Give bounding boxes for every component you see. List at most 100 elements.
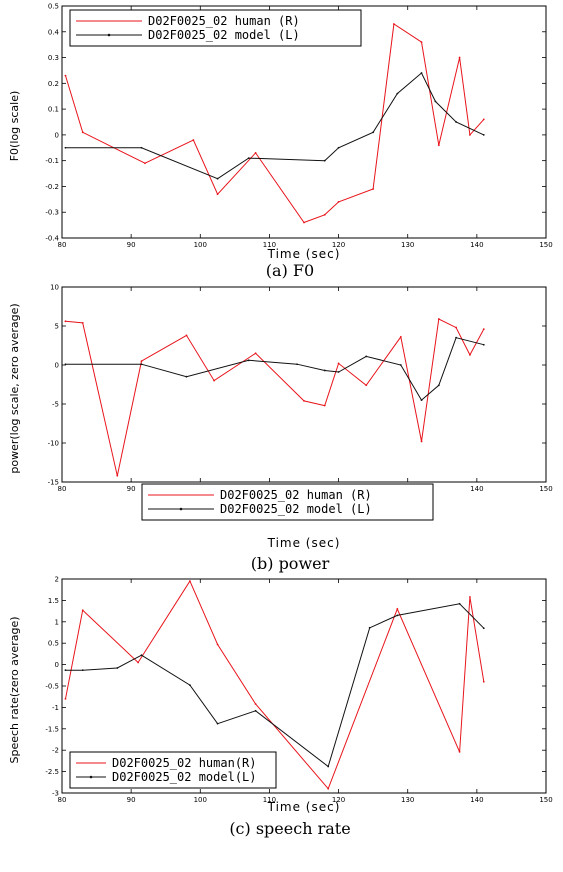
data-point-human [482,118,485,121]
data-point-model [247,157,250,159]
y-tick-label: -1.5 [45,725,59,733]
legend-entry: D02F0025_02 model(L) [112,770,257,784]
data-point-human [482,328,485,331]
data-point-human [185,334,188,337]
series-line-human [65,23,485,224]
panel-caption: (b) power [251,554,330,573]
data-point-human [254,352,257,355]
legend-box [69,751,277,789]
data-point-model [458,602,461,605]
series-line-human [65,318,485,476]
y-tick-label: 0.1 [48,106,59,114]
data-point-human [81,321,84,324]
legend: D02F0025_02 human (R)D02F0025_02 model (… [69,9,362,47]
data-point-model [140,146,143,149]
y-tick-label: -1 [52,704,59,712]
y-tick-label: -10 [48,440,59,448]
data-point-human [437,318,440,320]
x-tick-label: 100 [194,796,207,804]
data-point-model [216,722,219,725]
x-tick-label: 80 [58,796,67,804]
data-point-human [192,139,195,141]
y-tick-label: -0.5 [45,683,59,691]
data-point-model [247,359,250,362]
data-point-model [482,133,485,136]
x-axis-label: Time (sec) [267,247,341,261]
y-tick-label: 1.5 [48,597,59,605]
data-point-model [482,343,485,346]
data-point-human [420,440,423,443]
x-tick-label: 140 [470,241,483,249]
data-point-model [437,384,440,387]
x-tick-label: 130 [401,241,414,249]
x-tick-label: 130 [401,796,414,804]
x-tick-label: 80 [58,485,67,493]
data-point-human [64,320,67,323]
data-point-model [140,654,143,657]
x-tick-label: 150 [539,796,552,804]
y-tick-label: 10 [50,284,59,292]
series-line-model [65,337,484,401]
x-tick-label: 90 [127,485,136,493]
data-point-human [337,362,340,365]
data-point-human [323,404,326,407]
legend-marker-model [107,33,111,37]
legend-box [69,9,362,47]
data-point-model [396,614,399,617]
x-tick-label: 110 [263,241,276,249]
y-tick-label: -0.3 [45,209,59,217]
data-point-model [434,100,437,103]
data-point-model [81,669,84,672]
data-point-human [482,680,485,683]
data-point-model [420,399,423,401]
data-point-model [140,363,143,366]
x-tick-label: 80 [58,241,67,249]
y-tick-label: 0 [55,131,59,139]
data-point-model [116,667,119,669]
data-point-model [296,363,298,366]
legend-entry: D02F0025_02 human(R) [112,756,257,770]
data-point-human [254,152,257,154]
y-tick-label: -15 [48,479,59,487]
legend: D02F0025_02 human (R)D02F0025_02 model (… [141,483,434,521]
data-point-human [140,360,143,362]
x-tick-label: 150 [539,485,552,493]
y-tick-label: 0.5 [48,3,59,11]
data-point-model [64,146,67,149]
y-tick-label: 0.3 [48,54,59,62]
y-tick-label: -3 [52,790,59,798]
data-point-model [365,355,368,358]
x-tick-label: 90 [127,241,136,249]
data-point-human [337,201,340,203]
data-point-human [372,188,375,190]
data-point-human [392,23,395,25]
plot-frame [61,5,547,239]
data-point-human [216,193,219,196]
x-tick-label: 140 [470,485,483,493]
data-point-model [482,627,485,630]
data-point-model [64,363,67,366]
x-tick-label: 120 [332,241,345,249]
x-tick-label: 100 [194,241,207,249]
x-tick-label: 120 [332,796,345,804]
legend-entry: D02F0025_02 model (L) [148,28,300,42]
y-axis-label: F0(log scale) [8,91,21,162]
series-line-model [65,603,485,768]
data-point-model [337,146,340,149]
x-tick-label: 90 [127,796,136,804]
data-point-human [81,609,84,612]
data-point-human [399,336,402,338]
data-point-human [458,56,461,59]
data-point-human [469,133,471,136]
series-line-model [65,72,485,180]
x-tick-label: 110 [263,796,276,804]
data-point-human [469,596,471,598]
data-point-human [365,384,368,387]
legend-box [141,483,434,521]
panel-caption: (c) speech rate [229,819,350,838]
y-tick-label: 0 [55,362,59,370]
data-point-human [64,74,67,77]
y-tick-label: 0.5 [48,640,59,648]
y-axis-label: Speech rate(zero average) [8,616,21,763]
